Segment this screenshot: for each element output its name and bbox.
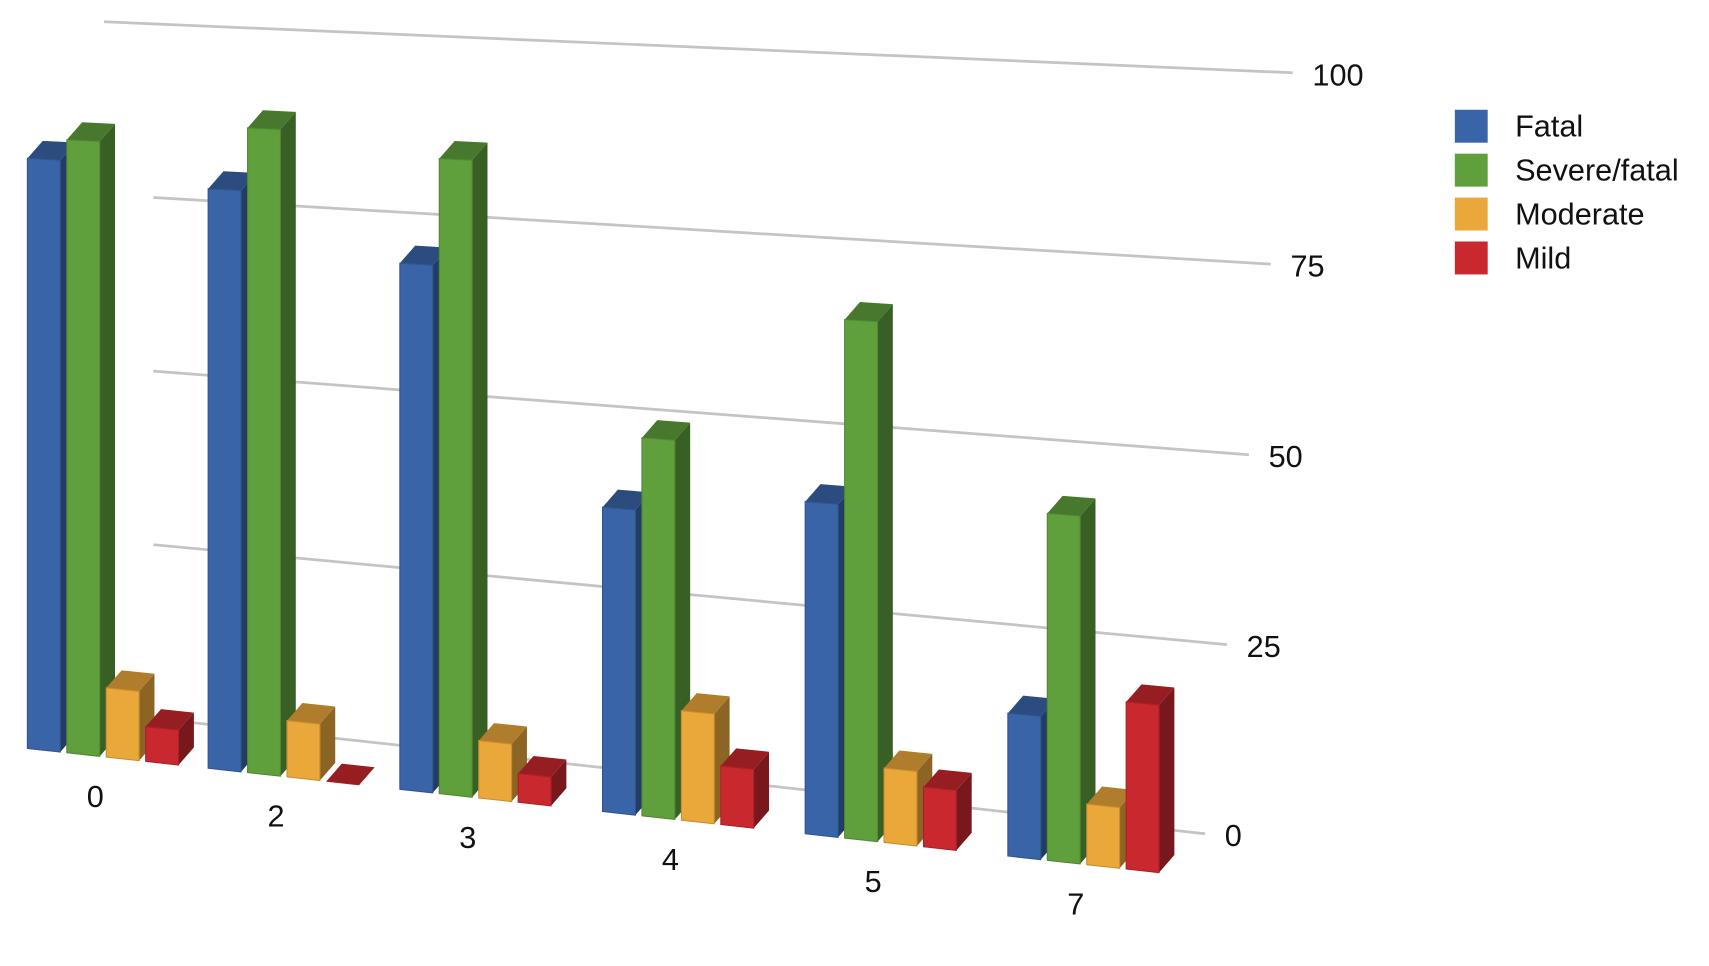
bar-side: [877, 304, 893, 842]
bar-top: [287, 703, 336, 725]
bar: [601, 506, 636, 816]
y-tick-label: 25: [1247, 629, 1281, 664]
bar-side: [956, 772, 972, 851]
x-tick-label: 3: [459, 820, 476, 855]
legend-swatch: [1454, 109, 1488, 143]
bar-top: [27, 140, 76, 161]
bar: [641, 437, 676, 821]
bar: [66, 139, 101, 757]
bar-side: [1159, 687, 1175, 873]
bar: [26, 157, 61, 753]
bar-top: [805, 484, 854, 505]
bar-top: [884, 750, 933, 772]
grid-line: [153, 196, 1271, 266]
grid-line: [153, 369, 1249, 457]
bar-side: [1080, 498, 1096, 864]
bar-top: [681, 693, 730, 714]
bar-top: [66, 122, 116, 142]
y-tick-label: 75: [1290, 249, 1324, 284]
bar-top: [1047, 495, 1096, 516]
bar: [804, 501, 839, 838]
bar: [720, 765, 755, 829]
legend-label: Fatal: [1515, 109, 1583, 144]
bar: [105, 687, 140, 762]
bar-top: [1086, 786, 1135, 808]
x-tick-label: 5: [865, 864, 882, 899]
y-tick-label: 50: [1269, 439, 1303, 474]
x-tick-label: 2: [268, 799, 285, 834]
bar: [286, 720, 321, 782]
bar: [207, 188, 242, 773]
bar-top: [844, 302, 893, 322]
bar: [478, 740, 513, 803]
bar: [1086, 803, 1121, 869]
legend-label: Severe/fatal: [1515, 152, 1679, 187]
bar: [1125, 701, 1160, 874]
bar-top: [518, 755, 567, 778]
bar-top: [923, 769, 972, 791]
bar-top: [1007, 695, 1057, 717]
x-tick-label: 4: [662, 842, 679, 877]
legend-swatch: [1454, 241, 1488, 275]
bar: [922, 786, 957, 851]
bar: [145, 726, 180, 766]
bar-top: [399, 245, 449, 266]
bar: [1007, 712, 1042, 861]
bar: [883, 767, 918, 847]
bar-top: [208, 171, 257, 191]
bar-top: [145, 709, 194, 731]
bar-top: [720, 748, 770, 770]
y-tick-label: 100: [1312, 57, 1363, 92]
bar-side: [472, 142, 488, 798]
legend-swatch: [1454, 153, 1488, 187]
bar: [326, 780, 360, 786]
bar-top: [247, 110, 296, 130]
bar-side: [319, 706, 336, 781]
bar-top: [106, 670, 155, 692]
bar-top: [641, 420, 691, 441]
bar-side: [178, 712, 194, 765]
bar-side: [753, 751, 770, 829]
bar: [1046, 512, 1081, 865]
bar: [247, 127, 281, 777]
bar-top: [478, 723, 527, 745]
bar-side: [99, 123, 116, 757]
grid-line: [104, 20, 1293, 75]
y-tick-label: 0: [1225, 818, 1242, 853]
bar-top: [326, 763, 375, 785]
x-tick-label: 7: [1067, 886, 1084, 921]
bar-side: [551, 759, 567, 806]
legend-label: Mild: [1515, 240, 1571, 275]
bar-top: [439, 140, 488, 161]
legend-label: Moderate: [1515, 196, 1645, 231]
bar-top: [602, 489, 651, 510]
bar: [517, 772, 552, 807]
chart-area: 0 25 50 75 100 0 2 3 4 5 7 Fatal Severe/fatal Moderat…: [26, 20, 1679, 921]
bar: [844, 319, 879, 843]
bar: [438, 157, 473, 798]
bar: [680, 710, 715, 825]
bar: [399, 262, 434, 794]
bar-top: [1126, 684, 1175, 706]
bar-side: [280, 111, 296, 777]
x-tick-label: 0: [87, 779, 104, 814]
legend-swatch: [1454, 197, 1488, 231]
